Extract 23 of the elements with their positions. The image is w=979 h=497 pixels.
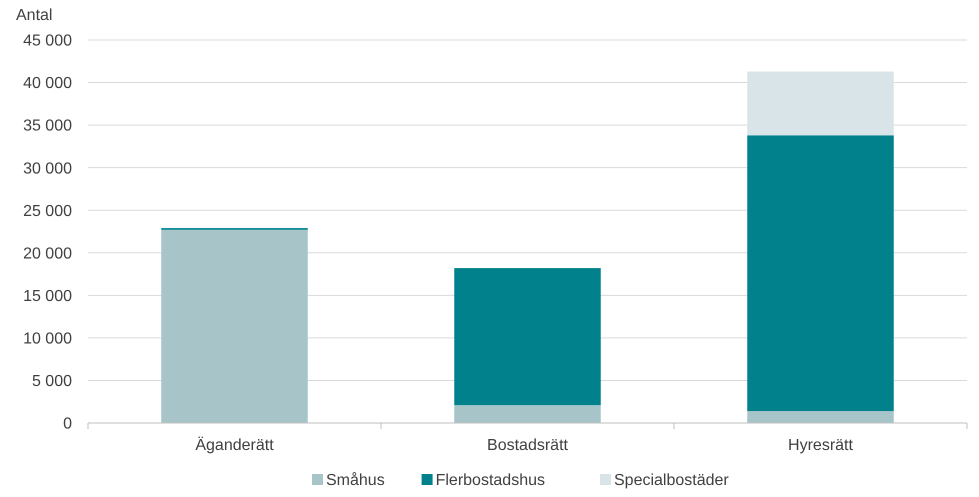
- y-tick-label: 0: [63, 416, 72, 433]
- bar: [747, 135, 894, 412]
- bar: [454, 268, 601, 406]
- x-tick-label: Hyresrätt: [788, 437, 854, 454]
- y-tick-label: 10 000: [23, 330, 72, 348]
- legend-label: Specialbostäder: [614, 472, 730, 489]
- y-tick-label: 15 000: [23, 288, 72, 305]
- y-tick-label: 30 000: [23, 160, 72, 178]
- y-axis-title: Antal: [16, 7, 52, 24]
- bar: [454, 405, 601, 423]
- y-tick-label: 20 000: [23, 245, 72, 262]
- y-tick-label: 5 000: [32, 373, 72, 390]
- bar: [747, 411, 894, 423]
- legend-label: Småhus: [326, 472, 385, 489]
- x-tick-label: Bostadsrätt: [487, 437, 569, 454]
- y-tick-label: 40 000: [23, 75, 72, 92]
- bar: [747, 71, 894, 136]
- x-tick-label: Äganderätt: [195, 436, 274, 454]
- legend-label: Flerbostadshus: [436, 472, 545, 489]
- bar: [161, 230, 308, 423]
- y-tick-label: 35 000: [23, 118, 72, 135]
- y-tick-label: 45 000: [23, 32, 72, 50]
- y-tick-label: 25 000: [23, 202, 72, 220]
